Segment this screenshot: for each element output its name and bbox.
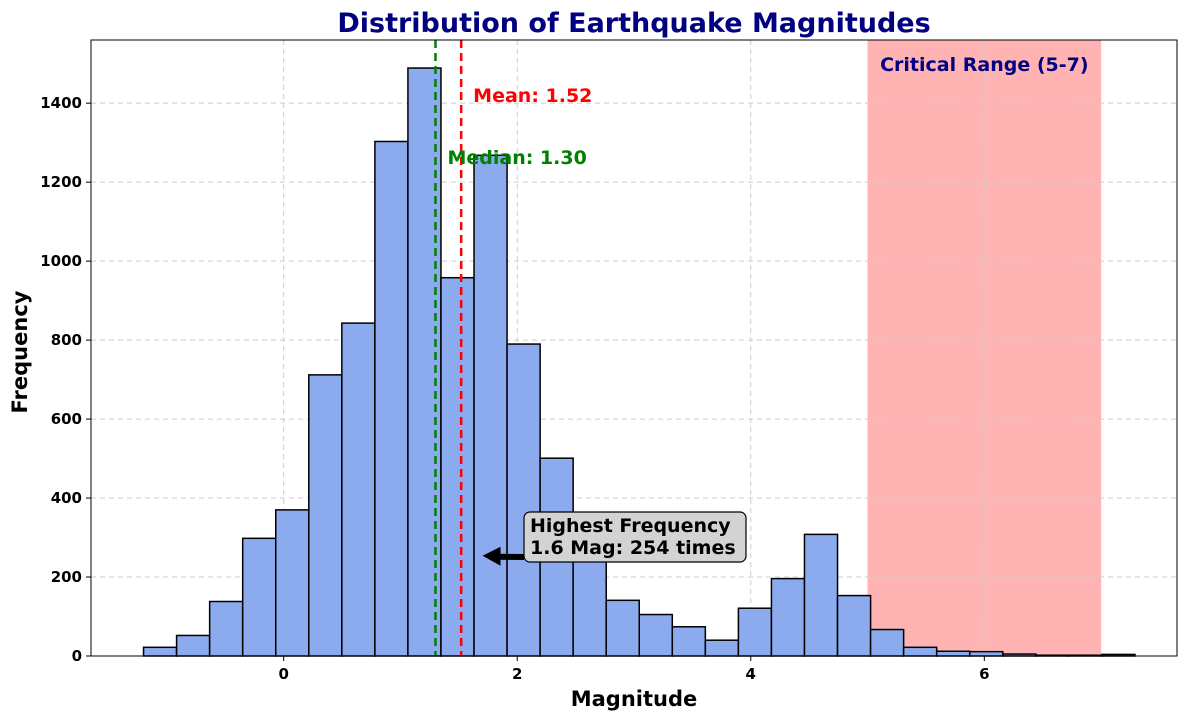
histogram-bar xyxy=(572,550,607,657)
x-axis-label: Magnitude xyxy=(571,687,698,711)
critical-range-label: Critical Range (5-7) xyxy=(880,54,1088,76)
histogram-bar xyxy=(142,646,178,657)
histogram-bar xyxy=(605,599,641,657)
annotation-line-1: Highest Frequency xyxy=(530,515,731,537)
histogram-bar xyxy=(803,533,839,657)
y-tick-label: 600 xyxy=(51,410,82,428)
plot-frame xyxy=(90,39,1178,657)
y-axis-label: Frequency xyxy=(8,290,32,413)
histogram-bar xyxy=(175,634,211,657)
histogram-bar xyxy=(902,646,938,657)
histogram-bar xyxy=(638,613,674,657)
x-tick-label: 2 xyxy=(512,665,522,683)
histogram-bar xyxy=(968,650,1004,657)
histogram-bar xyxy=(737,607,773,657)
histogram-bar xyxy=(506,343,541,657)
histogram-bar xyxy=(869,628,905,657)
y-tick-label: 400 xyxy=(51,489,82,507)
histogram-bar xyxy=(241,537,277,657)
histogram-bar xyxy=(440,276,475,657)
x-tick-label: 6 xyxy=(979,665,989,683)
annotation-box xyxy=(523,511,747,563)
annotation-arrow-head xyxy=(482,546,501,566)
mean-label: Mean: 1.52 xyxy=(473,85,592,107)
y-tick-label: 1000 xyxy=(40,252,82,270)
histogram-bar xyxy=(308,374,343,657)
y-tick-label: 1400 xyxy=(40,94,82,112)
histogram-bar xyxy=(407,67,442,657)
y-tick-label: 200 xyxy=(51,568,82,586)
y-tick-label: 800 xyxy=(51,331,82,349)
y-tick-label: 0 xyxy=(72,647,82,665)
histogram-bar xyxy=(208,600,244,657)
histogram-bar xyxy=(704,639,740,657)
chart-title: Distribution of Earthquake Magnitudes xyxy=(337,8,930,39)
histogram-bar xyxy=(473,154,508,657)
histogram-bar xyxy=(671,626,707,657)
x-tick-label: 4 xyxy=(746,665,756,683)
histogram-bar xyxy=(374,140,409,657)
median-label: Median: 1.30 xyxy=(447,147,586,169)
histogram-bar xyxy=(935,650,971,657)
x-tick-label: 0 xyxy=(278,665,288,683)
y-tick-label: 1200 xyxy=(40,173,82,191)
histogram-bar xyxy=(770,577,806,657)
histogram-bar xyxy=(836,594,872,657)
histogram-bar xyxy=(341,322,376,657)
annotation-line-2: 1.6 Mag: 254 times xyxy=(530,537,736,559)
histogram-bar xyxy=(274,509,310,657)
